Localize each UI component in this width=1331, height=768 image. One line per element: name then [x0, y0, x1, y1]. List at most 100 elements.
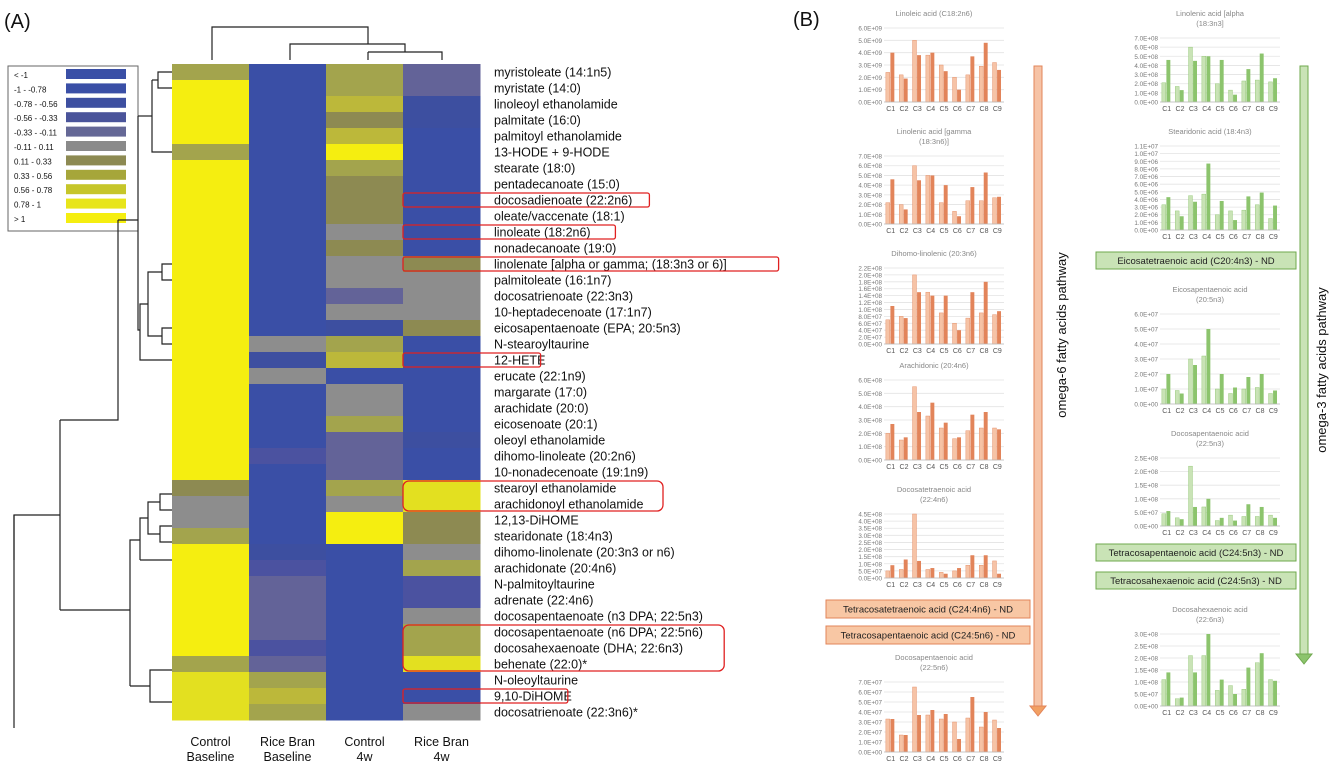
heatmap-cell	[326, 272, 404, 289]
bar	[899, 734, 904, 753]
bar	[1201, 506, 1207, 527]
y-tick-label: 5.0E+06	[1134, 189, 1158, 196]
x-tick-label: C8	[1256, 710, 1265, 717]
heatmap-cell	[172, 496, 250, 513]
highlight-boxes	[402, 192, 780, 704]
heatmap-cell	[249, 288, 327, 305]
bar	[1206, 163, 1211, 230]
x-tick-label: C3	[913, 106, 922, 113]
bar	[1228, 685, 1233, 707]
x-tick-label: C1	[1162, 234, 1171, 241]
heatmap-cell	[403, 576, 481, 593]
heatmap-cell	[403, 592, 481, 609]
heatmap-cell	[172, 560, 250, 577]
bar	[939, 202, 944, 225]
heatmap-cell	[326, 544, 404, 561]
heatmap-cell	[326, 672, 404, 689]
y-tick-label: 1.0E+07	[1134, 151, 1158, 158]
x-tick-label: C5	[1216, 710, 1225, 717]
heatmap-cell	[326, 432, 404, 449]
legend-swatch	[66, 69, 126, 79]
y-tick-label: 2.5E+08	[858, 540, 882, 547]
x-tick-label: C2	[1176, 234, 1185, 241]
y-tick-label: 6.0E+08	[858, 378, 882, 385]
y-tick-label: 3.0E+07	[858, 720, 882, 727]
y-tick-label: 6.0E+08	[1134, 45, 1158, 52]
heatmap-cell	[172, 448, 250, 465]
x-tick-label: C3	[913, 348, 922, 355]
heatmap-cell	[403, 176, 481, 193]
x-tick-label: C7	[966, 348, 975, 355]
metabolite-label: palmitoyl ethanolamide	[494, 130, 622, 144]
heatmap-cell	[326, 576, 404, 593]
bar	[957, 568, 961, 578]
row-labels: myristoleate (14:1n5) myristate (14:0) lin…	[494, 66, 727, 720]
bar	[917, 292, 921, 344]
bar	[983, 712, 988, 752]
heatmap-cell	[249, 480, 327, 497]
x-tick-label: C9	[993, 106, 1002, 113]
bar	[917, 715, 921, 752]
heatmap-cell	[249, 144, 327, 161]
heatmap-cell	[249, 224, 327, 241]
bar	[979, 200, 984, 225]
highlight-box	[402, 192, 651, 208]
x-tick-label: C1	[1162, 106, 1171, 113]
heatmap-cell	[403, 432, 481, 449]
y-tick-label: 9.0E+06	[1134, 159, 1158, 166]
heatmap-cell	[172, 256, 250, 273]
y-tick-label: 3.5E+08	[858, 526, 882, 533]
heatmap-cell	[172, 672, 250, 689]
chart-title: Arachidonic (20:4n6)	[899, 361, 969, 370]
row-dendrogram	[13, 71, 172, 728]
y-tick-label: 2.0E+07	[858, 730, 882, 737]
y-tick-label: 1.4E+08	[858, 293, 882, 300]
heatmap-cell	[403, 608, 481, 625]
bar	[1174, 86, 1180, 103]
y-tick-label: 5.0E+07	[1134, 327, 1158, 334]
y-tick-label: 1.0E+06	[1134, 220, 1158, 227]
y-tick-label: 4.0E+06	[1134, 197, 1158, 204]
heatmap-cell	[326, 240, 404, 257]
heatmap-cell	[326, 352, 404, 369]
y-tick-label: 1.0E+08	[858, 307, 882, 314]
heatmap-cell	[249, 80, 327, 97]
bar	[1174, 210, 1180, 231]
heatmap-cell	[249, 640, 327, 657]
metabolite-label: 12,13-DiHOME	[494, 514, 579, 528]
chart-title: Docosahexaenoic acid	[1172, 605, 1247, 614]
heatmap-cell	[249, 352, 327, 369]
heatmap-cell	[326, 144, 404, 161]
legend-label: -0.11 - 0.11	[14, 143, 54, 152]
bar	[903, 559, 908, 578]
bar	[903, 437, 908, 460]
heatmap-cell	[403, 448, 481, 465]
bar	[997, 311, 1001, 344]
nd-note-box	[1095, 543, 1297, 562]
heatmap-cell	[172, 336, 250, 353]
bar	[965, 430, 970, 461]
nd-note-box	[1095, 251, 1297, 270]
y-tick-label: 7.0E+08	[1134, 36, 1158, 43]
heatmap-cell	[403, 96, 481, 113]
x-tick-label: C8	[980, 582, 989, 589]
bar	[1166, 374, 1171, 404]
heatmap-cell	[249, 128, 327, 145]
heatmap-cell	[326, 208, 404, 225]
bar	[912, 513, 917, 579]
metabolite-label: arachidonoyl ethanolamide	[494, 498, 643, 512]
y-tick-label: 2.5E+08	[1134, 644, 1158, 651]
bar	[1219, 517, 1224, 526]
bar	[1174, 390, 1180, 405]
metabolite-label: dihomo-linolenate (20:3n3 or n6)	[494, 546, 675, 560]
bar	[983, 412, 988, 460]
bar	[1166, 511, 1171, 526]
chart-title: (20:5n3)	[1196, 295, 1224, 304]
bar	[939, 427, 944, 461]
y-tick-label: 2.0E+07	[858, 335, 882, 342]
bar	[997, 429, 1001, 460]
bar	[890, 306, 895, 344]
x-tick-label: C5	[1216, 234, 1225, 241]
y-tick-label: 5.0E+07	[858, 568, 882, 575]
legend-swatch	[66, 141, 126, 151]
